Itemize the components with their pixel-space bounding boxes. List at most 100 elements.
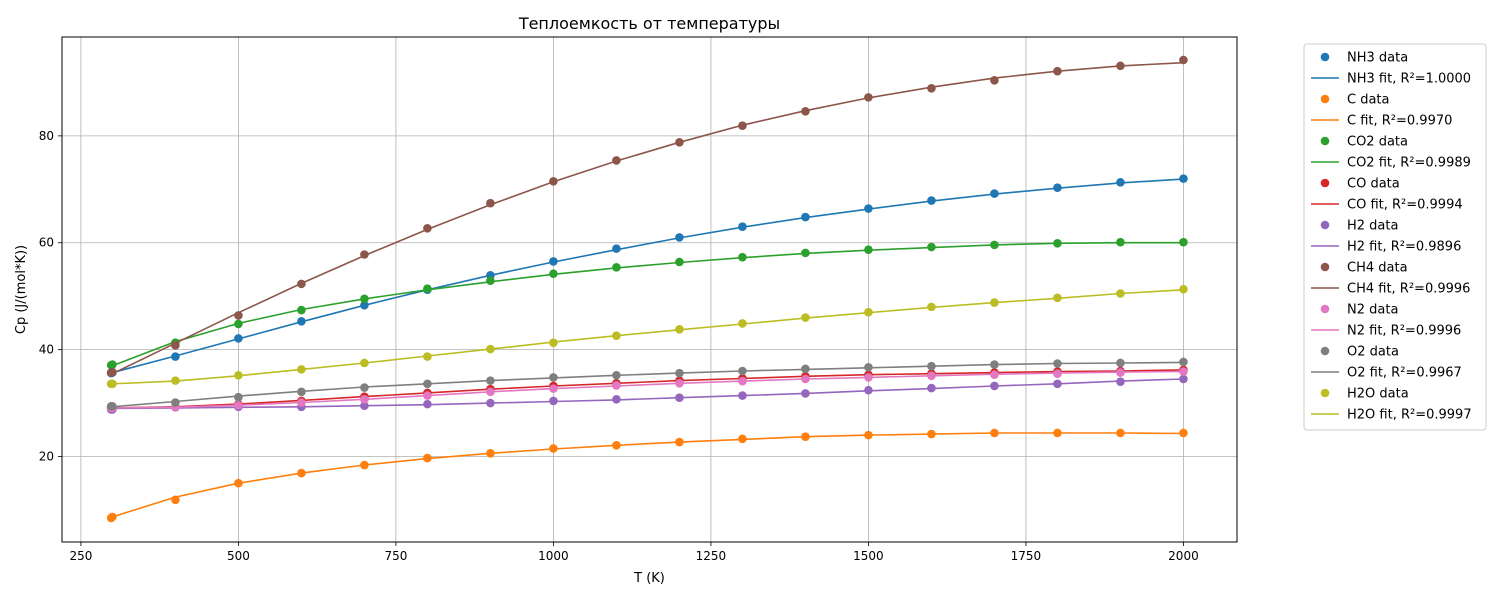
c-legend-data-label: C data: [1347, 93, 1390, 108]
n2-data-point: [612, 381, 621, 390]
c-data-point: [990, 428, 999, 438]
ch4-data-point: [1116, 61, 1125, 71]
h2o-data-point: [612, 331, 621, 341]
h2-data-point: [612, 395, 621, 404]
c-data-point: [234, 478, 243, 488]
series-h2o: [106, 284, 1188, 389]
h2o-data-point: [171, 376, 180, 385]
o2-data-point: [738, 366, 747, 376]
n2-data-point: [801, 374, 810, 384]
series-layer: [106, 55, 1188, 523]
o2-data-point: [1116, 358, 1125, 368]
o2-data-point: [801, 364, 810, 374]
c-data-point: [1116, 428, 1125, 438]
c-legend-marker: [1320, 94, 1330, 104]
ch4-data-point: [549, 176, 558, 186]
x-axis-title: T (K): [633, 571, 665, 586]
h2o-data-point: [1179, 284, 1188, 294]
co-legend-data-label: CO data: [1347, 177, 1400, 192]
h2o-data-point: [1116, 289, 1125, 298]
c-data-point: [801, 432, 810, 442]
legend-box: [1303, 43, 1487, 431]
h2o-data-point: [108, 379, 117, 389]
n2-data-point: [738, 376, 747, 386]
n2-data-point: [1179, 367, 1188, 376]
h2o-data-point: [234, 370, 243, 380]
h2-data-point: [486, 398, 495, 408]
ch4-data-point: [801, 106, 810, 116]
co2-data-point: [234, 319, 243, 329]
y-axis-title: Cp (J/(mol*K)): [14, 245, 29, 334]
n2-data-point: [486, 387, 495, 397]
nh3-data-point: [234, 334, 243, 343]
o2-data-point: [1179, 357, 1188, 367]
ch4-data-point: [423, 224, 432, 233]
co2-legend-fit-label: CO2 fit, R²=0.9989: [1347, 156, 1471, 171]
o2-data-point: [864, 362, 873, 372]
o2-legend-fit-label: O2 fit, R²=0.9967: [1347, 366, 1462, 381]
x-tick-label: 1250: [696, 549, 727, 563]
co2-data-point: [108, 360, 117, 369]
y-tick-label: 20: [39, 449, 54, 463]
h2-data-point: [990, 381, 999, 391]
o2-data-point: [927, 361, 936, 371]
c-data-point: [738, 434, 747, 444]
ch4-data-point: [234, 311, 243, 320]
co2-data-point: [801, 248, 810, 258]
ch4-data-point: [927, 84, 936, 93]
co2-data-point: [1179, 237, 1188, 247]
ch4-data-point: [738, 121, 747, 131]
co2-data-point: [927, 242, 936, 252]
x-axis: 250 500 750 1000 1250 1500 1750 2000: [69, 542, 1199, 563]
y-axis: 20 40 60 80: [39, 129, 62, 463]
nh3-data-point: [801, 212, 810, 222]
ch4-data-point: [171, 341, 180, 350]
h2-legend-fit-label: H2 fit, R²=0.9896: [1347, 240, 1461, 255]
o2-legend-data-label: O2 data: [1347, 345, 1399, 360]
n2-data-point: [423, 391, 432, 400]
o2-data-point: [108, 401, 117, 411]
h2-legend-data-label: H2 data: [1347, 219, 1398, 234]
ch4-data-point: [1179, 55, 1188, 65]
h2-data-point: [675, 393, 684, 403]
h2o-data-point: [927, 302, 936, 312]
ch4-data-point: [990, 75, 999, 85]
series-c: [106, 428, 1188, 523]
c-data-point: [171, 495, 180, 505]
series-o2: [106, 357, 1188, 411]
h2-data-point: [549, 396, 558, 406]
c-data-point: [864, 430, 873, 440]
nh3-data-point: [990, 189, 999, 198]
ch4-data-point: [108, 367, 117, 377]
c-legend-fit-label: C fit, R²=0.9970: [1347, 114, 1452, 129]
o2-data-point: [360, 383, 369, 392]
c-data-point: [360, 460, 369, 470]
x-tick-label: 2000: [1168, 549, 1199, 563]
ch4-data-point: [486, 198, 495, 208]
ch4-data-point: [675, 137, 684, 147]
h2o-data-point: [360, 358, 369, 368]
h2o-data-point: [990, 298, 999, 307]
o2-data-point: [423, 379, 432, 389]
co2-data-point: [486, 276, 495, 285]
co2-data-point: [1116, 237, 1125, 247]
ch4-data-point: [297, 279, 306, 289]
n2-data-point: [990, 370, 999, 380]
h2o-data-point: [549, 338, 558, 347]
n2-data-point: [549, 384, 558, 393]
h2-data-point: [423, 399, 432, 409]
chart-title: Теплоемкость от температуры: [518, 14, 780, 33]
x-tick-label: 1500: [853, 549, 884, 563]
nh3-data-point: [1116, 178, 1125, 187]
co2-data-point: [738, 252, 747, 262]
nh3-data-point: [1053, 183, 1062, 192]
ch4-data-point: [1053, 66, 1062, 76]
h2-data-point: [1053, 379, 1062, 389]
o2-data-point: [486, 376, 495, 385]
o2-data-point: [612, 370, 621, 380]
o2-data-point: [297, 387, 306, 397]
n2-data-point: [297, 398, 306, 407]
co2-data-point: [864, 245, 873, 254]
ch4-data-point: [360, 250, 369, 259]
